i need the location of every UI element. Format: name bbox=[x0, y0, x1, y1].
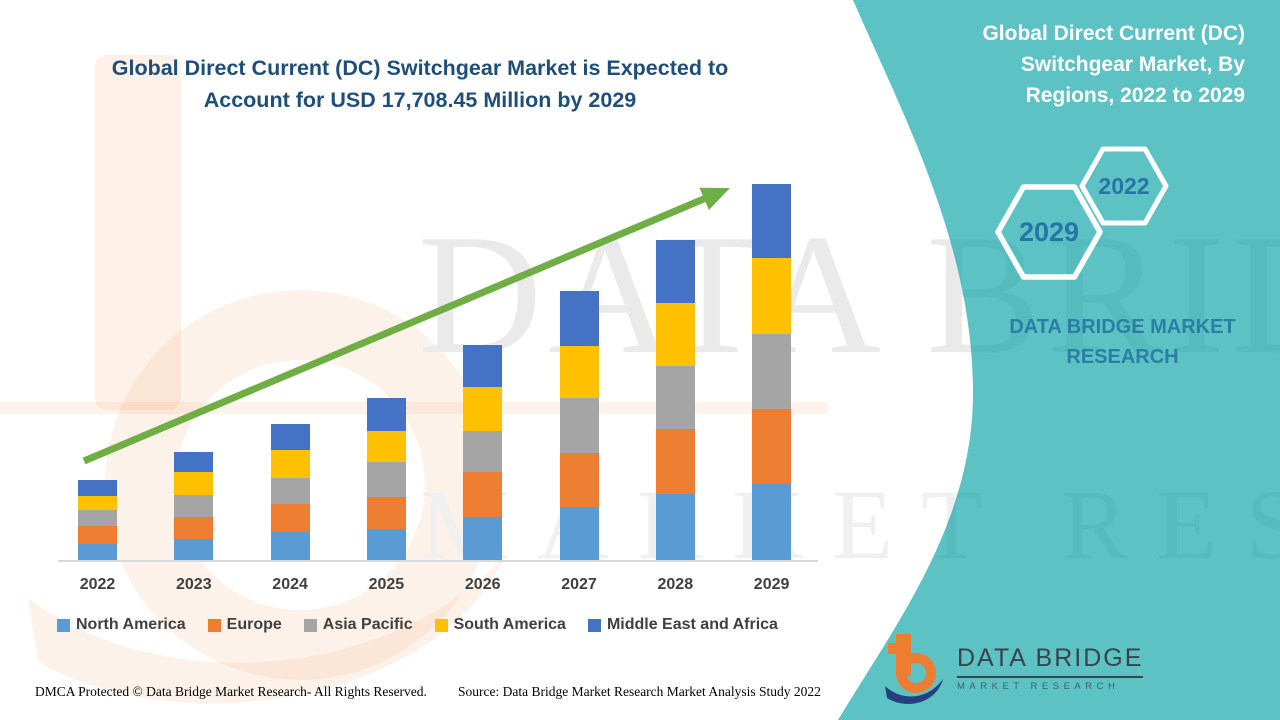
bar-segment bbox=[752, 258, 792, 334]
bar-segment bbox=[752, 184, 792, 258]
x-axis-label: 2027 bbox=[561, 576, 597, 593]
x-axis-label: 2023 bbox=[176, 576, 212, 593]
bar-segment bbox=[270, 532, 310, 560]
dmca-notice: DMCA Protected © Data Bridge Market Rese… bbox=[35, 684, 427, 699]
page-title-line1: Global Direct Current (DC) Switchgear Ma… bbox=[111, 56, 729, 80]
brand-wordmark-line2: RESEARCH bbox=[1066, 346, 1179, 368]
legend-item: Middle East and Africa bbox=[587, 616, 778, 634]
bar-segment bbox=[559, 507, 599, 560]
hexagon-badge-2029 bbox=[995, 184, 1103, 280]
legend-swatch bbox=[207, 618, 221, 632]
x-axis-label: 2026 bbox=[464, 576, 501, 593]
bar-segment bbox=[78, 544, 117, 560]
bar-segment bbox=[752, 484, 792, 560]
legend-label: South America bbox=[453, 616, 566, 633]
bar-segment bbox=[270, 478, 310, 504]
page-title: Global Direct Current (DC) Switchgear Ma… bbox=[70, 52, 770, 116]
hexagon-year-2022: 2022 bbox=[1098, 173, 1149, 199]
bar-segment bbox=[655, 494, 695, 560]
company-logo-tagline: MARKET RESEARCH bbox=[957, 681, 1120, 692]
bar-segment bbox=[78, 510, 117, 526]
legend-label: North America bbox=[76, 616, 186, 633]
bar-segment bbox=[174, 517, 214, 540]
legend-swatch bbox=[434, 618, 448, 632]
legend-swatch bbox=[587, 618, 601, 632]
legend-label: Europe bbox=[226, 616, 282, 633]
page-title-line2: Account for USD 17,708.45 Million by 202… bbox=[203, 88, 637, 112]
bar-segment bbox=[174, 495, 214, 518]
legend-label: Middle East and Africa bbox=[606, 616, 778, 633]
x-axis-label: 2028 bbox=[657, 576, 694, 593]
svg-text:MARKET RESEARCH: MARKET RESEARCH bbox=[420, 469, 1280, 580]
legend-item: North America bbox=[57, 616, 186, 634]
hexagon-year-2029: 2029 bbox=[1019, 217, 1079, 247]
bar-segment bbox=[463, 517, 503, 560]
watermark-logo-swoosh bbox=[28, 556, 505, 704]
brand-wordmark: DATA BRIDGE MARKET RESEARCH bbox=[990, 312, 1255, 372]
legend-item: Europe bbox=[207, 616, 282, 634]
x-axis-label: 2022 bbox=[79, 576, 116, 593]
sidebar-title-line3: Regions, 2022 to 2029 bbox=[1025, 84, 1245, 107]
bar-2022 bbox=[78, 480, 117, 560]
brand-wordmark-line1: DATA BRIDGE MARKET bbox=[1009, 316, 1236, 338]
sidebar-title-line1: Global Direct Current (DC) bbox=[982, 22, 1245, 45]
bar-segment bbox=[78, 526, 117, 544]
source-note: Source: Data Bridge Market Research Mark… bbox=[458, 684, 821, 699]
legend-swatch bbox=[57, 618, 70, 632]
bar-segment bbox=[366, 462, 406, 498]
legend-label: Asia Pacific bbox=[322, 616, 413, 633]
bar-segment bbox=[270, 504, 310, 532]
teal-panel-shape bbox=[838, 0, 1280, 720]
company-logo: DATA BRIDGE MARKET RESEARCH bbox=[883, 634, 1144, 706]
company-logo-text: DATA BRIDGE MARKET RESEARCH bbox=[957, 644, 1144, 692]
x-axis-label: 2029 bbox=[753, 576, 790, 593]
x-axis-label: 2024 bbox=[272, 576, 308, 593]
company-logo-name: DATA BRIDGE bbox=[957, 644, 1144, 678]
bar-segment bbox=[752, 409, 792, 484]
bar-segment bbox=[174, 472, 214, 496]
bar-segment bbox=[463, 472, 503, 518]
bar-segment bbox=[752, 334, 792, 409]
x-axis-label: 2025 bbox=[368, 576, 405, 593]
sidebar-title-line2: Switchgear Market, By bbox=[1020, 53, 1245, 76]
bar-segment bbox=[366, 529, 406, 560]
company-logo-icon bbox=[885, 634, 943, 704]
bar-segment bbox=[78, 480, 117, 496]
hexagon-badge-2022 bbox=[1079, 146, 1169, 226]
bar-segment bbox=[174, 539, 214, 560]
bar-segment bbox=[78, 496, 117, 510]
sidebar-title: Global Direct Current (DC) Switchgear Ma… bbox=[915, 18, 1245, 111]
legend-item: South America bbox=[434, 616, 566, 634]
legend-item: Asia Pacific bbox=[303, 616, 413, 634]
bar-segment bbox=[366, 497, 406, 530]
legend: North America Europe Asia Pacific South Ame… bbox=[57, 616, 778, 634]
legend-swatch bbox=[303, 618, 317, 632]
bar-2029 bbox=[752, 184, 792, 560]
